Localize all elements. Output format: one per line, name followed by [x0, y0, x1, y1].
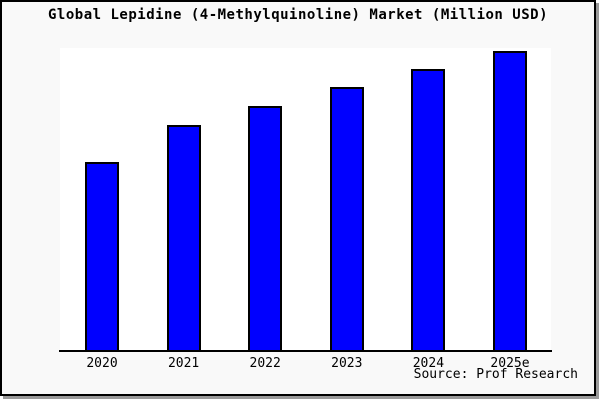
- bar-2022: [248, 106, 283, 350]
- source-note: Source: Prof Research: [413, 367, 578, 382]
- x-tick-label-2021: 2021: [167, 356, 200, 371]
- x-tick-label-2022: 2022: [249, 356, 281, 371]
- x-tick-label-2020: 2020: [86, 356, 118, 371]
- bar-2023: [329, 87, 364, 350]
- bar-2021: [166, 125, 201, 350]
- x-tick-label-2024: 2024: [412, 356, 445, 371]
- x-tick-label-2023: 2023: [331, 356, 363, 371]
- chart-title: Global Lepidine (4-Methylquinoline) Mark…: [47, 7, 548, 23]
- x-tick-label-2025e: 2025e: [490, 356, 530, 371]
- bar-2024: [411, 69, 446, 350]
- x-axis-line: [59, 350, 552, 352]
- bar-2020: [85, 162, 119, 350]
- plot-area: [60, 48, 551, 350]
- bar-2025e: [493, 51, 527, 350]
